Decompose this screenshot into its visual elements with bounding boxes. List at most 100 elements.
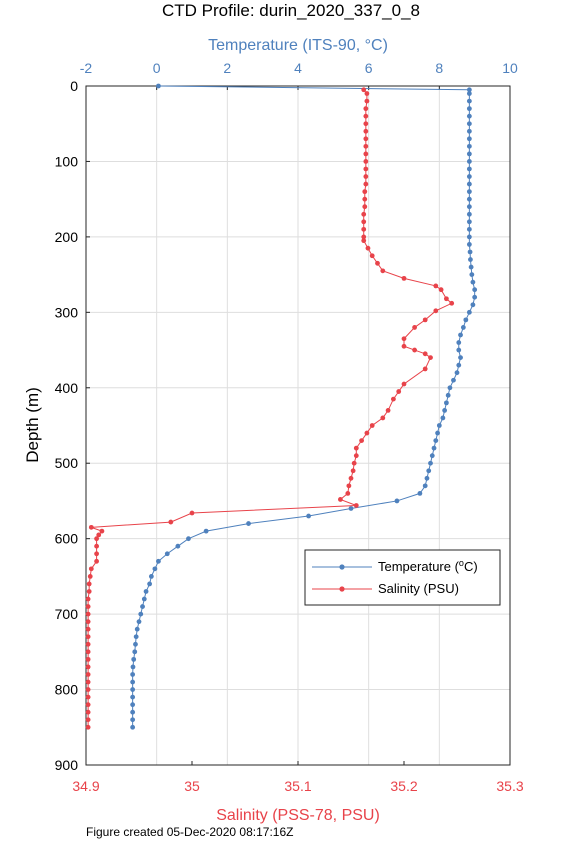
temperature-point: [132, 649, 138, 655]
salinity-point: [364, 91, 370, 96]
temperature-point: [431, 445, 437, 451]
temperature-point: [466, 151, 472, 157]
top-tick-label: 6: [365, 60, 373, 76]
bottom-tick-label: 35: [184, 778, 200, 794]
salinity-point: [353, 503, 359, 508]
temperature-point: [447, 385, 453, 391]
temperature-point: [466, 219, 472, 225]
y-tick-label: 700: [55, 606, 79, 622]
top-tick-label: 2: [223, 60, 231, 76]
salinity-point: [86, 589, 92, 594]
temperature-point: [306, 513, 311, 519]
salinity-point: [385, 408, 391, 413]
temperature-point: [417, 491, 423, 496]
temperature-point: [466, 87, 472, 93]
temperature-point: [203, 528, 209, 534]
temperature-point: [156, 558, 161, 564]
temperature-point: [130, 694, 136, 700]
salinity-point: [363, 174, 369, 179]
temperature-point: [130, 702, 136, 708]
salinity-point: [396, 389, 402, 394]
salinity-point: [375, 260, 380, 266]
salinity-point: [99, 528, 105, 534]
salinity-point: [85, 596, 91, 602]
temperature-point: [466, 226, 472, 232]
temperature-point: [466, 98, 472, 104]
salinity-point: [369, 423, 375, 428]
bottom-tick-label: 34.9: [72, 778, 99, 794]
temperature-point: [466, 166, 472, 172]
series-layer: [85, 83, 478, 730]
temperature-point: [131, 656, 137, 662]
legend-salinity-label: Salinity (PSU): [378, 581, 459, 596]
salinity-point: [353, 453, 359, 459]
salinity-point: [361, 219, 367, 225]
top-axis-label: Temperature (ITS-90, °C): [208, 37, 388, 54]
temperature-point: [152, 566, 158, 572]
salinity-point: [433, 308, 439, 314]
temperature-point: [175, 543, 181, 549]
salinity-point: [401, 343, 407, 349]
temperature-point: [130, 679, 136, 685]
chart-title: CTD Profile: durin_2020_337_0_8: [162, 1, 420, 20]
salinity-point: [86, 581, 92, 587]
temperature-series: [130, 83, 478, 730]
salinity-point: [345, 491, 351, 496]
temperature-point: [466, 204, 472, 210]
salinity-point: [363, 143, 369, 149]
temperature-point: [433, 438, 439, 443]
salinity-point: [401, 336, 407, 342]
temperature-point: [454, 370, 460, 376]
temperature-point: [472, 294, 478, 300]
temperature-point: [444, 400, 449, 406]
salinity-point: [422, 366, 428, 372]
temperature-point: [130, 687, 136, 692]
temperature-point: [130, 724, 136, 730]
y-tick-label: 400: [55, 380, 79, 396]
salinity-point: [88, 566, 94, 572]
y-tick-label: 900: [55, 757, 79, 773]
top-tick-label: -2: [80, 60, 93, 76]
temperature-point: [435, 430, 440, 436]
salinity-point: [363, 181, 369, 187]
salinity-point: [85, 702, 91, 708]
temperature-point: [466, 174, 472, 179]
temperature-point: [394, 498, 400, 504]
salinity-point: [85, 619, 91, 625]
temperature-point: [156, 83, 161, 89]
temperature-point: [134, 626, 140, 632]
temperature-point: [451, 377, 456, 383]
temperature-point: [466, 242, 472, 247]
salinity-point: [94, 551, 99, 557]
y-tick-label: 500: [55, 455, 79, 471]
temperature-point: [472, 287, 478, 293]
y-tick-label: 100: [55, 153, 79, 169]
salinity-point: [85, 709, 91, 715]
temperature-point: [456, 347, 462, 353]
salinity-point: [94, 536, 99, 542]
temperature-point: [458, 355, 463, 360]
temperature-point: [466, 143, 472, 149]
temperature-point: [133, 641, 138, 647]
salinity-point: [369, 253, 375, 259]
temperature-point: [463, 317, 469, 323]
temperature-point: [466, 234, 472, 240]
temperature-point: [428, 460, 433, 466]
salinity-point: [85, 687, 91, 692]
temperature-point: [466, 136, 472, 142]
salinity-point: [363, 151, 369, 157]
salinity-point: [85, 641, 91, 647]
salinity-point: [363, 106, 369, 112]
salinity-point: [94, 558, 99, 564]
legend: Temperature (oC) Salinity (PSU): [304, 549, 501, 606]
salinity-point: [94, 543, 99, 549]
salinity-point: [168, 519, 174, 525]
temperature-point: [458, 332, 463, 338]
temperature-point: [133, 634, 139, 640]
temperature-point: [130, 664, 136, 670]
top-tick-label: 10: [502, 60, 518, 76]
temperature-point: [143, 589, 149, 594]
